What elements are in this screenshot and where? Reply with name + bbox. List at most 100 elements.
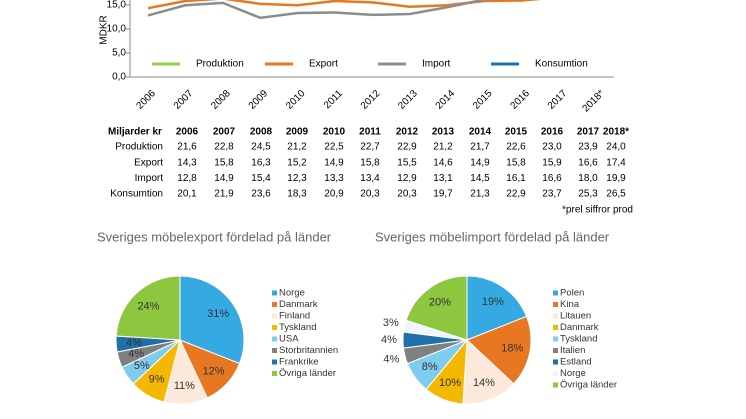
- pie-slice: [179, 275, 245, 365]
- table-cell: 24,0: [606, 142, 626, 153]
- table-cell: 14,5: [470, 173, 490, 184]
- data-label: 31%: [207, 308, 229, 320]
- table-cell: 23,7: [542, 189, 562, 200]
- table-cell: 21,2: [287, 142, 307, 153]
- legend-swatch: [272, 371, 277, 376]
- x-tick-label: 2011: [322, 88, 345, 111]
- legend-swatch: [272, 313, 277, 319]
- table-note: *prel siffror prod: [562, 205, 633, 216]
- table-header: 2013: [432, 127, 455, 138]
- table-cell: 22,9: [506, 189, 526, 200]
- table-cell: 12,9: [397, 173, 417, 184]
- table-header: 2017: [577, 127, 600, 138]
- table-header: 2018*: [603, 127, 629, 138]
- table-cell: 13,1: [433, 173, 453, 184]
- table-header: 2009: [286, 127, 309, 138]
- data-label: 4%: [383, 353, 399, 365]
- data-label: 18%: [501, 343, 523, 355]
- x-tick-label: 2009: [247, 88, 271, 112]
- legend-label: Produktion: [196, 59, 244, 70]
- table-cell: 15,8: [506, 157, 526, 168]
- legend-swatch: [272, 302, 277, 307]
- table-cell: 21,3: [470, 189, 490, 200]
- data-label: 5%: [134, 360, 150, 372]
- x-tick-label: 2008: [209, 88, 233, 112]
- legend-swatch: [553, 313, 558, 319]
- legend-label: Tyskland: [279, 322, 317, 333]
- legend-swatch: [553, 348, 558, 353]
- legend-label: Danmark: [560, 322, 599, 333]
- legend-label: Finland: [279, 311, 310, 322]
- table-cell: 23,0: [542, 142, 562, 153]
- series-line: [147, 0, 542, 10]
- table-cell: 16,6: [578, 157, 598, 168]
- table-header: 2010: [323, 127, 346, 138]
- table-header: 2014: [469, 127, 492, 138]
- legend-swatch: [272, 336, 277, 342]
- data-label: 12%: [203, 365, 225, 377]
- pie-slice: [115, 275, 181, 341]
- legend-swatch: [272, 348, 277, 353]
- table-cell: Konsumtion: [110, 189, 163, 200]
- table-cell: 17,4: [606, 157, 626, 168]
- x-tick-label: 2012: [359, 88, 383, 112]
- table-cell: 14,9: [324, 157, 344, 168]
- legend-swatch: [272, 359, 277, 365]
- x-tick-label: 2007: [172, 88, 196, 112]
- table-cell: 16,1: [506, 173, 526, 184]
- table-cell: 22,5: [324, 142, 344, 153]
- legend-swatch: [553, 359, 558, 365]
- y-tick-label: 15,0: [107, 0, 127, 10]
- table-cell: 24,5: [251, 142, 271, 153]
- legend-label: Italien: [560, 345, 585, 356]
- legend-label: Estland: [560, 357, 592, 368]
- x-tick-label: 2015: [471, 88, 495, 112]
- legend-label: Norge: [560, 368, 586, 379]
- table-header: 2011: [359, 127, 381, 138]
- table-cell: 21,2: [433, 142, 453, 153]
- series-line: [147, 0, 497, 20]
- legend-label: Import: [422, 59, 451, 70]
- table-header: 2008: [250, 127, 273, 138]
- table-cell: 16,3: [251, 157, 271, 168]
- table-header: 2016: [541, 127, 564, 138]
- legend-label: Tyskland: [560, 334, 598, 345]
- table-cell: 23,9: [578, 142, 598, 153]
- legend-swatch: [553, 302, 558, 307]
- table-cell: 21,6: [177, 142, 197, 153]
- table-cell: 14,9: [470, 157, 490, 168]
- table-cell: 22,9: [397, 142, 417, 153]
- table-cell: 15,8: [214, 157, 234, 168]
- table-cell: 22,7: [360, 142, 380, 153]
- legend-label: USA: [279, 334, 299, 345]
- x-tick-label: 2014: [434, 88, 458, 112]
- legend-label: Norge: [279, 288, 305, 299]
- data-label: 9%: [149, 374, 165, 386]
- pie-title: Sveriges möbelimport fördelad på länder: [375, 229, 610, 244]
- pie-title: Sveriges möbelexport fördelad på länder: [97, 229, 332, 244]
- table-header: 2015: [505, 127, 528, 138]
- legend-swatch: [553, 325, 558, 330]
- legend-swatch: [272, 325, 277, 330]
- table-header: 2012: [396, 127, 419, 138]
- y-tick-label: 0,0: [112, 72, 126, 83]
- table-cell: 21,7: [470, 142, 490, 153]
- x-tick-label: 2006: [134, 88, 158, 112]
- legend-label: Storbritannien: [279, 345, 338, 356]
- data-label: 3%: [383, 317, 399, 329]
- data-label: 20%: [429, 297, 451, 309]
- legend-label: Frankrike: [279, 357, 319, 368]
- legend-label: Polen: [560, 288, 584, 299]
- table-cell: 22,6: [506, 142, 526, 153]
- y-tick-label: 5,0: [112, 48, 126, 59]
- data-label: 10%: [439, 377, 461, 389]
- table-cell: 19,7: [433, 189, 453, 200]
- table-cell: 16,6: [542, 173, 562, 184]
- table-cell: 22,8: [214, 142, 234, 153]
- legend-swatch: [553, 382, 558, 388]
- table-cell: 14,9: [214, 173, 234, 184]
- table-cell: 23,6: [251, 189, 271, 200]
- legend-swatch: [272, 290, 277, 296]
